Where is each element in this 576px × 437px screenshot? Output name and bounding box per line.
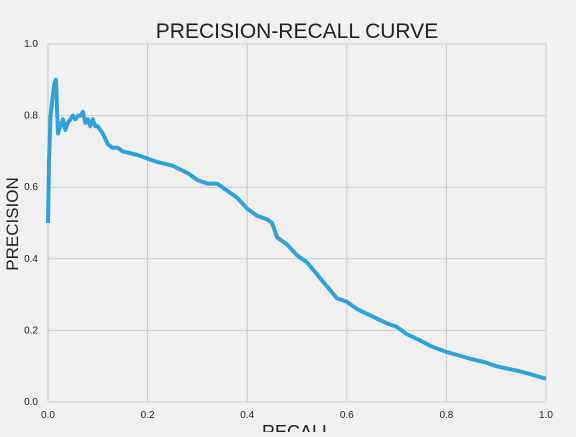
x-tick-label: 0.2	[141, 410, 155, 421]
x-tick-label: 0.4	[240, 410, 254, 421]
y-tick-label: 0.6	[24, 182, 38, 193]
x-tick-label: 1.0	[539, 410, 553, 421]
y-tick-label: 0.0	[24, 397, 38, 408]
x-tick-label: 0.6	[340, 410, 354, 421]
grid-lines	[47, 43, 547, 403]
x-tick-label: 0.0	[41, 410, 55, 421]
x-tick-label: 0.8	[439, 410, 453, 421]
y-tick-label: 0.4	[24, 254, 38, 265]
series-line	[46, 77, 547, 381]
chart-title: PRECISION-RECALL CURVE	[156, 20, 438, 43]
y-axis-label: PRECISION	[3, 177, 22, 271]
tick-labels: 0.0 0.2 0.4 0.6 0.8 1.0 0.0 0.2 0.4 0.6 0.8 1.0	[24, 39, 553, 421]
y-tick-label: 1.0	[24, 39, 38, 50]
series-layer	[46, 77, 547, 381]
y-tick-label: 0.2	[24, 325, 38, 336]
y-tick-label: 0.8	[24, 111, 38, 122]
x-axis-label: RECALL	[262, 422, 332, 432]
plot-area	[48, 44, 546, 402]
